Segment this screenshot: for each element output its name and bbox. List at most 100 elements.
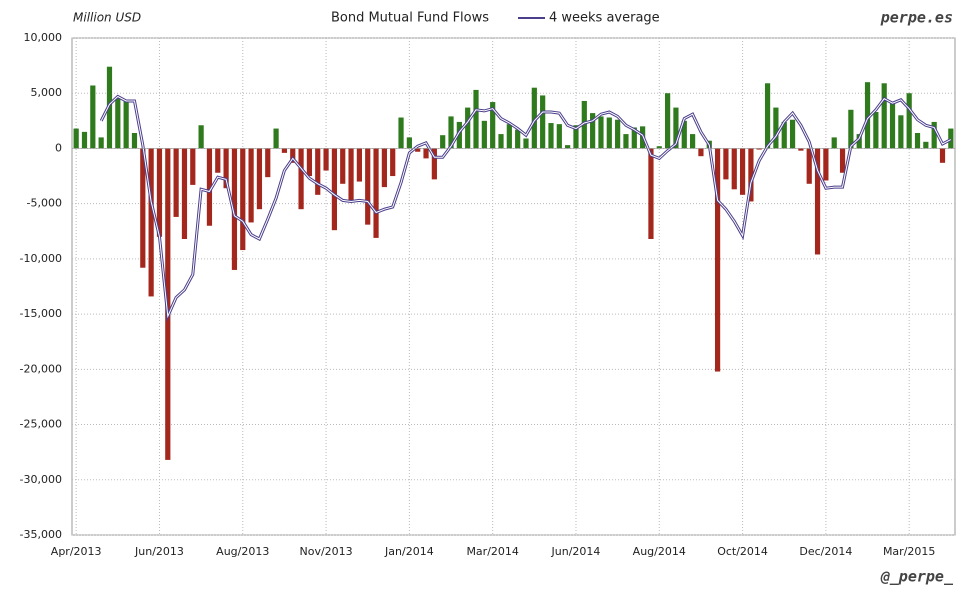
y-tick-label: 0 [55,141,62,154]
bar [814,148,821,255]
bar [406,137,412,149]
bar [298,148,304,210]
bar [206,148,213,226]
bar [465,107,471,149]
legend-label: 4 weeks average [549,11,660,26]
bar [939,148,946,163]
bar [265,148,271,178]
bar [906,93,912,149]
bar [148,148,154,297]
bar [323,148,329,171]
x-tick-label: Oct/2014 [717,545,768,558]
x-tick-label: Aug/2013 [216,545,269,558]
bar [123,100,129,149]
bar [573,125,579,149]
bar [506,124,512,149]
bar [673,107,679,149]
bar [923,141,929,149]
bar [181,148,188,240]
bar [556,124,562,149]
y-tick-label: -15,000 [20,307,62,320]
x-tick-label: Apr/2013 [51,545,102,558]
bar [898,115,904,149]
bar [698,148,704,157]
bar [498,134,504,149]
bar [73,128,79,149]
bar [606,117,612,149]
bar [889,102,896,149]
bar [531,87,537,149]
line-casing [99,94,952,323]
bar [81,131,88,149]
bar [764,83,771,149]
line [100,95,952,319]
bar [565,145,571,149]
y-axis-label: Million USD [73,11,141,25]
bar [456,121,462,149]
bar [173,148,179,217]
bar [523,138,529,149]
bar [623,134,629,149]
bar [248,148,254,223]
bar [90,85,96,149]
bar [931,121,937,149]
bar [331,148,338,231]
bar [115,97,121,149]
x-tick-label: Mar/2014 [466,545,518,558]
bar [590,113,596,149]
bar [348,148,354,202]
y-tick-label: -10,000 [20,252,62,265]
bar [806,148,812,184]
bar [440,135,446,149]
bar [373,148,379,238]
bar [490,102,496,149]
x-tick-label: Dec/2014 [799,545,852,558]
bar [914,132,921,149]
bar [665,93,671,149]
bar [789,119,796,149]
y-tick-label: -30,000 [20,473,62,486]
y-tick-label: -5,000 [27,197,62,210]
bar [723,148,729,180]
bar [448,116,454,149]
bar [731,148,737,190]
bar [873,111,879,149]
bar [689,134,696,149]
bar [98,137,104,149]
bar [839,148,846,173]
x-tick-label: Nov/2013 [299,545,352,558]
plot-area [71,37,956,536]
chart-title: Bond Mutual Fund Flows [331,11,489,26]
bar [215,148,221,173]
y-tick-label: -35,000 [20,528,62,541]
bar [431,148,437,180]
x-tick-label: Jun/2014 [551,545,601,558]
bar [756,148,762,150]
bar [398,117,404,149]
bar [423,148,429,159]
bar [156,148,163,237]
bar [831,137,837,149]
bar [306,148,313,177]
bar [281,148,288,153]
bar [481,120,487,149]
bar [231,148,238,270]
bar [798,148,804,151]
bar [540,95,546,149]
bar [739,148,746,195]
bar [190,148,196,185]
bar [131,132,138,149]
bar [140,148,146,268]
bar [256,148,263,210]
x-tick-label: Jan/2014 [384,545,434,558]
y-tick-label: -25,000 [20,418,62,431]
bar [773,107,779,149]
bar [856,134,862,149]
bar [390,148,396,177]
bar [315,148,321,195]
bar [515,129,521,149]
bar [781,121,787,149]
bar [340,148,346,184]
bar [381,148,387,188]
y-tick-label: 10,000 [24,31,63,44]
